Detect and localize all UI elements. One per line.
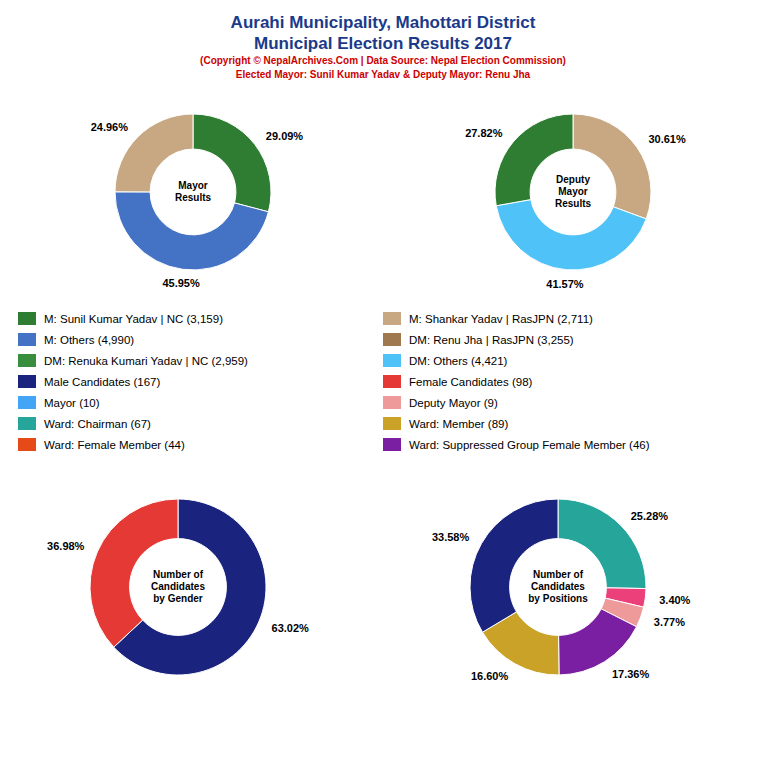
svg-text:3.40%: 3.40% <box>659 594 690 606</box>
html-text:Candidates: Candidates <box>531 581 585 592</box>
html-text:Deputy Mayor (9): Deputy Mayor (9) <box>409 396 498 409</box>
svg-text:30.61%: 30.61% <box>648 133 686 145</box>
html-text:Ward: Member (89): Ward: Member (89) <box>409 417 509 430</box>
html-text:Aurahi Municipality, Mahottari: Aurahi Municipality, Mahottari District <box>230 13 536 32</box>
svg-text:16.60%: 16.60% <box>471 670 509 682</box>
html-text:Mayor: Mayor <box>178 180 208 191</box>
html-text:by Positions: by Positions <box>528 593 588 604</box>
svg-text:29.09%: 29.09% <box>266 130 304 142</box>
html-text:Number of: Number of <box>533 569 583 580</box>
svg-text:3.77%: 3.77% <box>654 616 685 628</box>
html-text:Number of: Number of <box>153 569 203 580</box>
html-text:Ward: Chairman (67): Ward: Chairman (67) <box>44 417 151 430</box>
html-text:DM: Renu Jha | RasJPN (3,255): DM: Renu Jha | RasJPN (3,255) <box>409 333 574 346</box>
svg-text:17.36%: 17.36% <box>612 668 650 680</box>
html-text:Municipal Election Results 201: Municipal Election Results 2017 <box>254 34 512 53</box>
html-text:M: Others (4,990): M: Others (4,990) <box>44 333 135 346</box>
html-text:Elected Mayor: Sunil Kumar Yad: Elected Mayor: Sunil Kumar Yadav & Deput… <box>235 69 531 80</box>
html-text:Ward: Suppressed Group Female: Ward: Suppressed Group Female Member (46… <box>409 438 650 451</box>
html-text:M: Sunil Kumar Yadav | NC (3,1: M: Sunil Kumar Yadav | NC (3,159) <box>44 312 223 325</box>
html-text:Male Candidates (167): Male Candidates (167) <box>44 375 161 388</box>
html-text:Candidates: Candidates <box>151 581 205 592</box>
html-text:Results: Results <box>174 192 212 203</box>
html-text:M: Shankar Yadav | RasJPN (2,7: M: Shankar Yadav | RasJPN (2,711) <box>409 312 593 325</box>
svg-text:27.82%: 27.82% <box>465 127 503 139</box>
html-text:Results: Results <box>554 198 592 209</box>
html-text:DM: Others (4,421): DM: Others (4,421) <box>409 354 508 367</box>
html-text:Ward: Female Member (44): Ward: Female Member (44) <box>44 438 185 451</box>
svg-text:25.28%: 25.28% <box>631 510 669 522</box>
html-text:Female Candidates (98): Female Candidates (98) <box>409 375 533 388</box>
svg-text:45.95%: 45.95% <box>162 277 200 289</box>
svg-text:36.98%: 36.98% <box>47 540 85 552</box>
svg-text:33.58%: 33.58% <box>432 531 470 543</box>
svg-text:41.57%: 41.57% <box>546 278 584 290</box>
html-text:DM: Renuka Kumari Yadav | NC (: DM: Renuka Kumari Yadav | NC (2,959) <box>44 354 248 367</box>
html-text:Mayor (10): Mayor (10) <box>44 396 100 409</box>
svg-text:24.96%: 24.96% <box>91 121 129 133</box>
html-text:(Copyright © NepalArchives.Com: (Copyright © NepalArchives.Com | Data So… <box>200 55 566 66</box>
html-text:Deputy: Deputy <box>556 174 590 185</box>
html-text:Mayor: Mayor <box>558 186 588 197</box>
html-text:by Gender: by Gender <box>153 593 203 604</box>
svg-text:63.02%: 63.02% <box>272 622 310 634</box>
